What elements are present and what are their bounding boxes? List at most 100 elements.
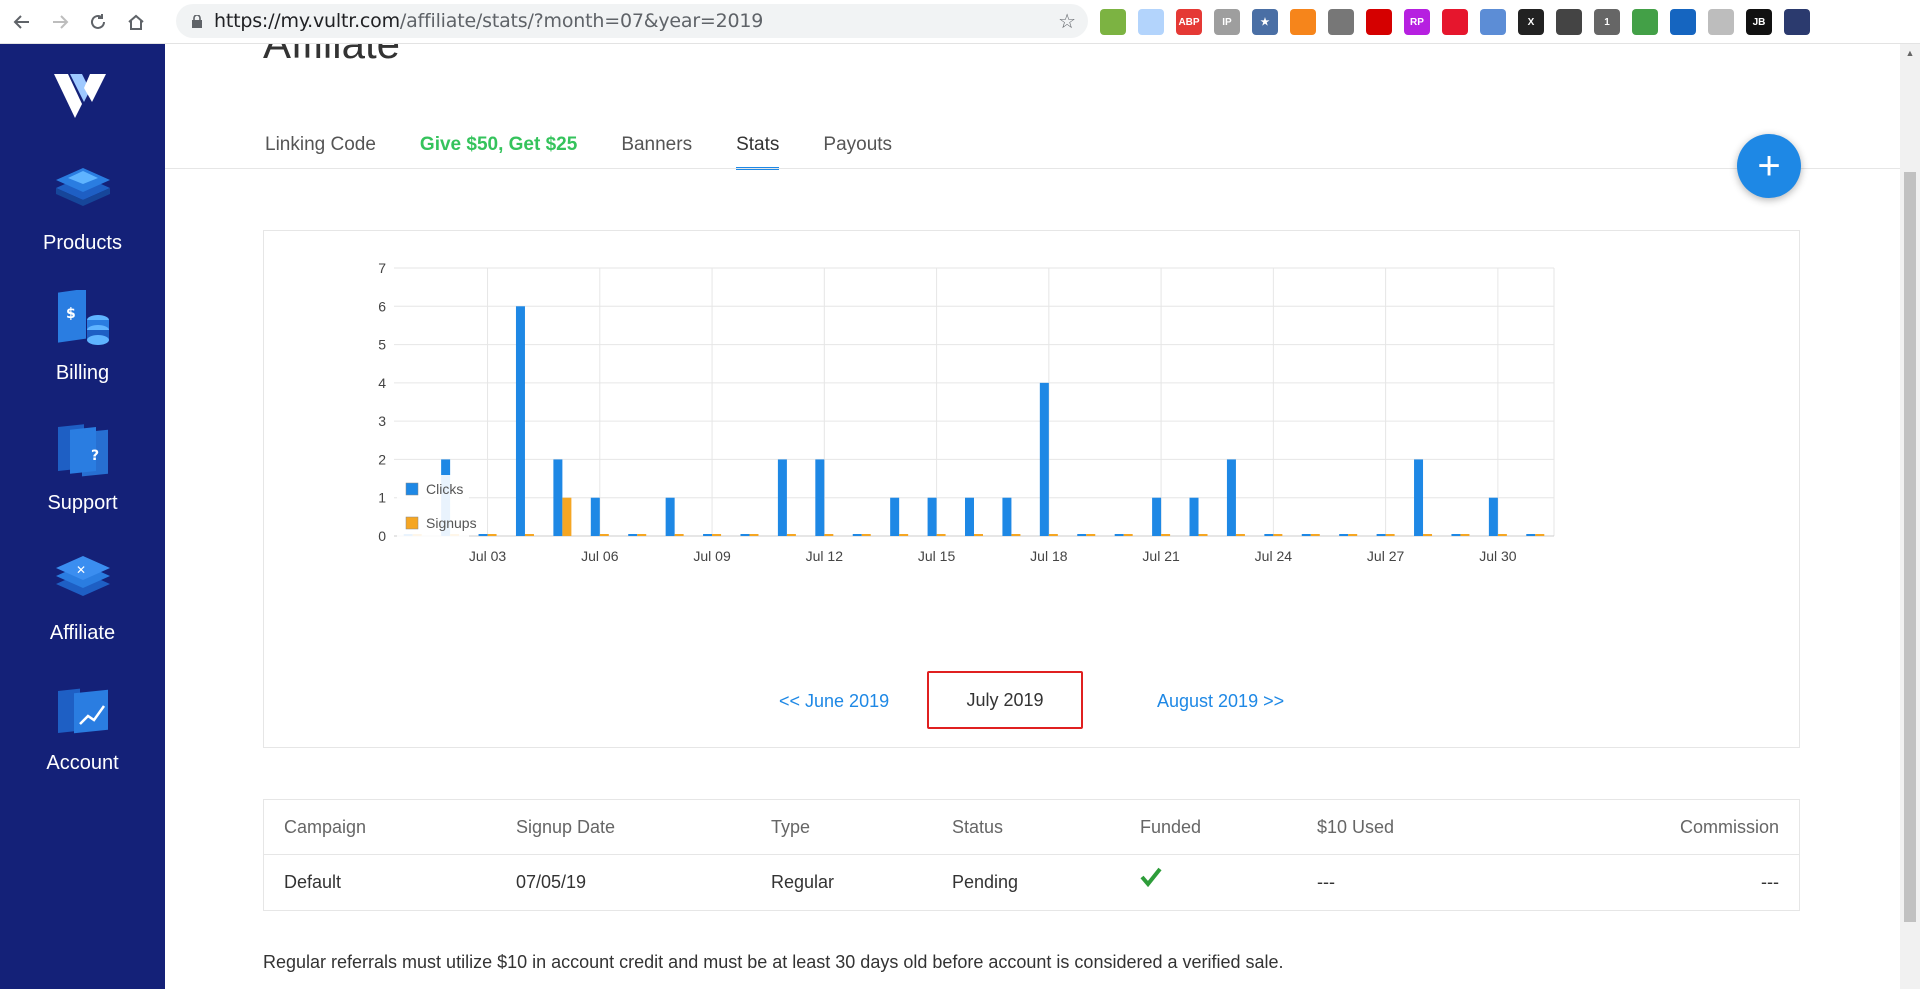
y-tick-label: 7 [378, 260, 386, 276]
bar-clicks [1189, 497, 1199, 536]
sidebar: Products $ Billing ? Support ✕ Affi [0, 44, 165, 989]
lock-icon [192, 14, 202, 28]
bar-clicks [740, 534, 750, 536]
x-ext-icon[interactable]: X [1518, 9, 1544, 35]
url-host: https://my.vultr.com [214, 10, 400, 32]
page-title: Affiliate [263, 44, 400, 68]
x-tick-label: Jul 12 [806, 548, 844, 564]
bar-signups [637, 534, 647, 536]
svg-text:$: $ [66, 306, 76, 322]
bar-clicks [703, 534, 713, 536]
vultr-logo[interactable] [50, 68, 114, 120]
sidebar-item-affiliate[interactable]: ✕ Affiliate [0, 544, 165, 654]
bar-clicks [553, 459, 563, 536]
profile-avatar-icon[interactable] [1784, 9, 1810, 35]
stats-bar-chart: 0 1 2 3 4 5 6 7 Jul 03 Jul 06 Jul 09 Jul 12 Jul 15 Ju… [378, 260, 1555, 564]
cell-status: Pending [952, 872, 1019, 892]
bar-clicks [890, 497, 900, 536]
bar-signups [1048, 534, 1058, 536]
x-tick-label: Jul 18 [1030, 548, 1068, 564]
globe-ext-icon[interactable] [1670, 9, 1696, 35]
bookmark-star-ext-icon[interactable]: ★ [1252, 9, 1278, 35]
cell-signup-date: 07/05/19 [516, 872, 587, 892]
page-scrollbar[interactable]: ▲ [1900, 44, 1920, 989]
back-arrow-icon[interactable] [6, 6, 38, 38]
funded-check-icon [1140, 867, 1162, 892]
current-month: July 2019 [927, 671, 1083, 729]
tab-give-get[interactable]: Give $50, Get $25 [419, 134, 578, 155]
sidebar-item-support[interactable]: ? Support [0, 414, 165, 524]
bar-signups [1123, 534, 1133, 536]
sidebar-item-billing[interactable]: $ Billing [0, 284, 165, 394]
x-tick-label: Jul 30 [1479, 548, 1517, 564]
extension-icons: ABP IP ★ RP X 1 JB [1100, 8, 1810, 36]
bar-signups [1086, 534, 1096, 536]
y-tick-label: 1 [378, 490, 386, 506]
bookmark-star-icon[interactable]: ☆ [1058, 10, 1076, 33]
bar-signups [562, 497, 572, 536]
scroll-thumb[interactable] [1904, 172, 1916, 922]
jb-ext-icon[interactable]: JB [1746, 9, 1772, 35]
feather-ext-icon[interactable] [1480, 9, 1506, 35]
home-icon[interactable] [120, 6, 152, 38]
month-navigation: << June 2019 July 2019 August 2019 >> [264, 671, 1801, 751]
red-circle-ext-icon[interactable] [1366, 9, 1392, 35]
sidebar-item-products[interactable]: Products [0, 154, 165, 264]
bar-signups [487, 534, 497, 536]
col-campaign: Campaign [284, 816, 367, 837]
affiliate-layers-icon: ✕ [55, 556, 110, 596]
bar-clicks [1488, 497, 1498, 536]
bar-clicks [1226, 459, 1236, 536]
stats-chart-panel: 0 1 2 3 4 5 6 7 Jul 03 Jul 06 Jul 09 Jul 12 Jul 15 Ju… [263, 230, 1800, 748]
x-tick-label: Jul 24 [1255, 548, 1293, 564]
adblock-plus-icon[interactable]: ABP [1176, 9, 1202, 35]
ip-ext-icon[interactable]: IP [1214, 9, 1240, 35]
tab-banners[interactable]: Banners [621, 134, 693, 155]
col-funded: Funded [1140, 816, 1202, 837]
parachute-ext-icon[interactable] [1328, 9, 1354, 35]
bar-signups [1423, 534, 1433, 536]
rp-ext-icon[interactable]: RP [1404, 9, 1430, 35]
bar-clicks [777, 459, 787, 536]
bar-clicks [1077, 534, 1087, 536]
forward-arrow-icon[interactable] [44, 6, 76, 38]
tab-stats[interactable]: Stats [736, 124, 780, 170]
weibo-ext-icon[interactable] [1442, 9, 1468, 35]
bar-signups [674, 534, 684, 536]
reload-icon[interactable] [82, 6, 114, 38]
tab-payouts[interactable]: Payouts [823, 134, 893, 155]
cloud-ext-icon[interactable] [1138, 9, 1164, 35]
y-tick-label: 3 [378, 413, 386, 429]
y-tick-label: 4 [378, 375, 386, 391]
bar-signups [974, 534, 983, 536]
bar-clicks [1114, 534, 1124, 536]
green-leaf-ext-icon[interactable] [1632, 9, 1658, 35]
current-month-label: July 2019 [966, 689, 1044, 710]
scroll-up-arrow-icon[interactable]: ▲ [1905, 48, 1915, 58]
table-row: Default 07/05/19 Regular Pending --- --- [264, 855, 1799, 910]
bar-clicks [515, 306, 525, 536]
x-tick-label: Jul 15 [918, 548, 956, 564]
bar-signups [749, 534, 759, 536]
col-used: $10 Used [1317, 816, 1395, 837]
prev-month-link[interactable]: << June 2019 [779, 691, 890, 711]
tab-linking-code[interactable]: Linking Code [265, 134, 376, 155]
x-tick-label: Jul 27 [1367, 548, 1405, 564]
circle-ext-icon[interactable] [1100, 9, 1126, 35]
cat-ext-icon[interactable]: 1 [1594, 9, 1620, 35]
aperture-ext-icon[interactable] [1556, 9, 1582, 35]
sidebar-item-label: Support [47, 492, 118, 514]
bar-clicks [1414, 459, 1424, 536]
add-button[interactable]: + [1737, 134, 1801, 198]
address-bar[interactable]: https://my.vultr.com/affiliate/stats/?mo… [176, 4, 1088, 38]
sidebar-item-account[interactable]: Account [0, 674, 165, 784]
x-tick-label: Jul 09 [693, 548, 731, 564]
support-question-icon: ? [57, 424, 108, 477]
metamask-fox-icon[interactable] [1290, 9, 1316, 35]
next-month-link[interactable]: August 2019 >> [1157, 691, 1285, 711]
main-content: Affiliate Linking Code Give $50, Get $25… [165, 44, 1900, 989]
y-tick-label: 6 [378, 298, 386, 314]
check-ext-icon[interactable] [1708, 9, 1734, 35]
y-tick-label: 2 [378, 451, 386, 467]
sidebar-item-label: Account [46, 752, 119, 774]
